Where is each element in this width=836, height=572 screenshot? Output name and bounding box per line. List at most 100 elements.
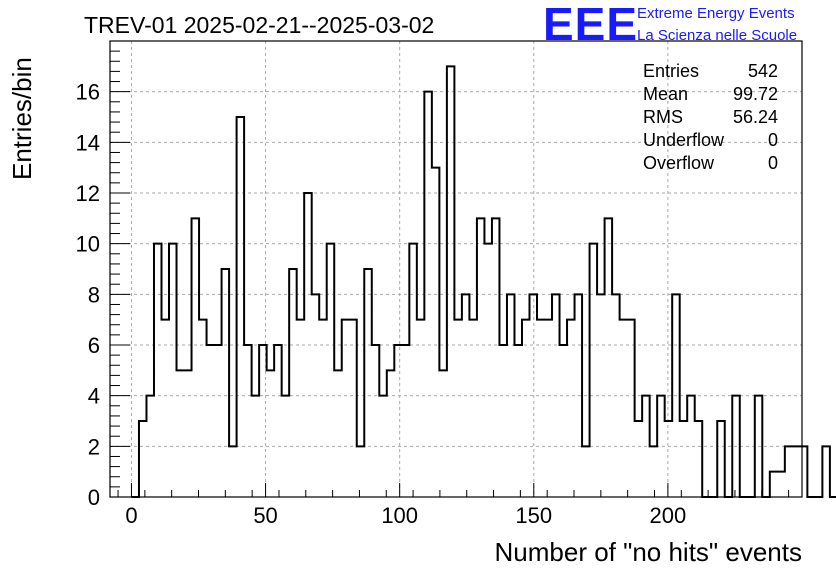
histogram-bin [334,370,342,497]
histogram-bin [297,320,305,497]
histogram-bin [394,345,402,497]
histogram-bin [597,294,605,497]
logo-line1: Extreme Energy Events [637,5,795,22]
histogram-bin [237,117,245,497]
stats-box: Entries 542 Mean 99.72 RMS 56.24 Underflow 0 Ove… [643,61,778,173]
histogram-bin [612,294,620,497]
stats-label: Underflow [643,130,725,150]
histogram-bin [522,320,530,497]
x-tick-label: 0 [125,503,137,528]
histogram-bin [357,446,365,497]
histogram-bin [229,446,237,497]
histogram-bin [214,345,222,497]
histogram-bin [770,472,778,497]
stats-value: 542 [748,61,778,81]
histogram-bin [184,370,192,497]
histogram-series [131,66,836,497]
histogram-bin [687,396,695,497]
histogram-bin [252,396,260,497]
histogram-bin [154,244,162,497]
histogram-bin [560,345,568,497]
histogram-bin [777,472,785,497]
histogram-bin [222,269,230,497]
histogram-bin [409,244,417,497]
histogram-bin [642,396,650,497]
histogram-bin [282,396,290,497]
stats-value: 0 [768,153,778,173]
histogram-bin [499,345,507,497]
histogram-bin [492,218,500,497]
y-axis-title: Entries/bin [7,57,37,180]
y-tick-label: 8 [88,282,100,307]
histogram-bin [244,345,252,497]
y-tick-label: 6 [88,333,100,358]
y-tick-label: 2 [88,434,100,459]
histogram-bin [364,269,372,497]
histogram-bin [424,92,432,497]
y-axis: 0 2 4 6 8 10 12 14 16 [76,51,130,510]
histogram-bin [274,345,282,497]
histogram-bin [207,345,215,497]
histogram-bin [514,345,522,497]
histogram-bin [680,421,688,497]
histogram-bin [454,320,462,497]
histogram-bin [146,396,154,497]
histogram-bin [327,244,335,497]
histogram-bin [259,345,267,497]
histogram-bin [312,294,320,497]
histogram-bin [289,269,297,497]
histogram-bin [199,320,207,497]
x-axis-title: Number of "no hits" events [495,537,803,567]
histogram-bin [161,320,169,497]
x-tick-label: 50 [253,503,277,528]
histogram-bin [620,320,628,497]
stats-label: Entries [643,61,699,81]
histogram-bin [575,294,583,497]
histogram-bin [432,168,440,497]
histogram-bin [582,446,590,497]
histogram-bin [267,370,275,497]
histogram-bin [627,320,635,497]
histogram-bin [342,320,350,497]
histogram-bin [800,446,808,497]
stats-label: RMS [643,107,683,127]
histogram-bin [387,370,395,497]
y-tick-label: 4 [88,384,100,409]
histogram-bin [529,294,537,497]
y-tick-label: 12 [76,181,100,206]
histogram-bin [447,66,455,497]
histogram-bin [177,370,185,497]
histogram-bin [665,421,673,497]
histogram-bin [192,218,200,497]
histogram-bin [402,345,410,497]
histogram-bin [319,320,327,497]
histogram-bin [650,446,658,497]
x-tick-label: 200 [650,503,687,528]
logo-mark: EEE [543,0,638,50]
histogram-bin [304,193,312,497]
histogram-bin [552,294,560,497]
stats-label: Overflow [643,153,715,173]
stats-value: 0 [768,130,778,150]
histogram-bin [439,370,447,497]
histogram-bin [372,345,380,497]
y-tick-label: 0 [88,485,100,510]
histogram-bin [635,421,643,497]
histogram-bin [537,320,545,497]
histogram-bin [417,320,425,497]
stats-value: 99.72 [733,84,778,104]
histogram-bin [785,446,793,497]
histogram-bin [484,244,492,497]
y-tick-label: 14 [76,130,100,155]
histogram-bin [672,294,680,497]
histogram-bin [792,446,800,497]
histogram-bin [590,244,598,497]
histogram-bin [545,320,553,497]
histogram-bin [469,320,477,497]
histogram-bin [477,218,485,497]
y-tick-label: 10 [76,232,100,257]
histogram-bin [139,421,147,497]
stats-value: 56.24 [733,107,778,127]
eee-logo: EEE Extreme Energy Events La Scienza nel… [543,0,797,50]
histogram-bin [462,294,470,497]
